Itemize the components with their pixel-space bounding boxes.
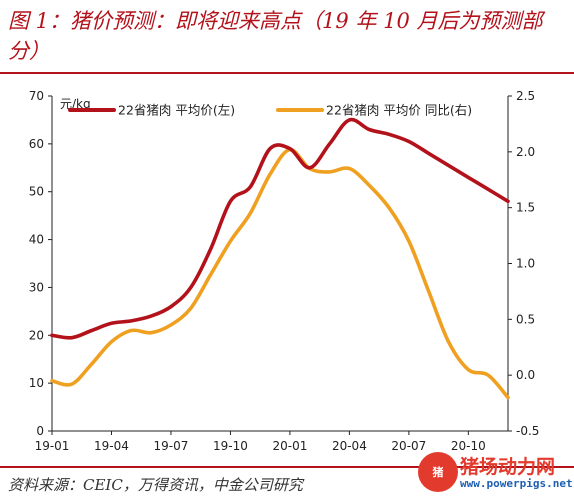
pig-logo-icon: 猪 <box>418 452 458 492</box>
tick-labels: 0 10 20 30 40 50 60 70 -0.5 0.0 0.5 1.0 1.5 2.0 2.5 19-… <box>29 89 540 453</box>
y-left-tick-label: 70 <box>29 89 44 103</box>
y-right-tick-label: 2.5 <box>516 89 535 103</box>
footer-divider <box>0 466 574 468</box>
y-left-tick-label: 60 <box>29 137 44 151</box>
series-line-yoy <box>50 147 510 400</box>
chart-title: 图 1：猪价预测：即将迎来高点（19 年 10 月后为预测部分） <box>8 9 543 63</box>
y-right-tick-label: 1.0 <box>516 257 535 271</box>
unit-label: 元/kg <box>60 97 91 111</box>
title-divider <box>0 72 574 74</box>
legend: 22省猪肉 平均价(左) 22省猪肉 平均价 同比(右) <box>68 103 472 118</box>
source-note: 资料来源：CEIC，万得资讯，中金公司研究 <box>8 476 303 494</box>
x-tick-label: 20-10 <box>451 439 486 453</box>
legend-label-yoy: 22省猪肉 平均价 同比(右) <box>326 103 472 118</box>
x-tick-label: 19-10 <box>213 439 248 453</box>
x-tick-label: 20-07 <box>391 439 426 453</box>
watermark: 猪 猪场动力网 www.powerpigs.net <box>418 450 573 496</box>
x-tick-label: 20-01 <box>272 439 307 453</box>
y-right-tick-label: 1.5 <box>516 201 535 215</box>
x-tick-label: 20-04 <box>332 439 367 453</box>
y-left-tick-label: 0 <box>36 424 44 438</box>
x-tick-label: 19-04 <box>94 439 129 453</box>
x-tick-label: 19-01 <box>35 439 70 453</box>
y-right-tick-label: -0.5 <box>516 424 539 438</box>
y-left-tick-label: 20 <box>29 328 44 342</box>
y-right-tick-label: 2.0 <box>516 145 535 159</box>
y-right-tick-label: 0.5 <box>516 312 535 326</box>
watermark-url: www.powerpigs.net <box>460 477 573 490</box>
y-left-tick-label: 40 <box>29 233 44 247</box>
y-left-tick-label: 10 <box>29 376 44 390</box>
axes <box>48 95 512 435</box>
y-left-tick-label: 30 <box>29 280 44 294</box>
y-left-tick-label: 50 <box>29 185 44 199</box>
series-lines <box>50 117 510 400</box>
y-right-tick-label: 0.0 <box>516 368 535 382</box>
x-tick-label: 19-07 <box>154 439 189 453</box>
watermark-name: 猪场动力网 <box>460 456 556 478</box>
series-line-price <box>50 117 510 340</box>
line-chart: 0 10 20 30 40 50 60 70 -0.5 0.0 0.5 1.0 1.5 2.0 2.5 19-… <box>29 89 540 453</box>
legend-label-price: 22省猪肉 平均价(左) <box>118 103 235 118</box>
